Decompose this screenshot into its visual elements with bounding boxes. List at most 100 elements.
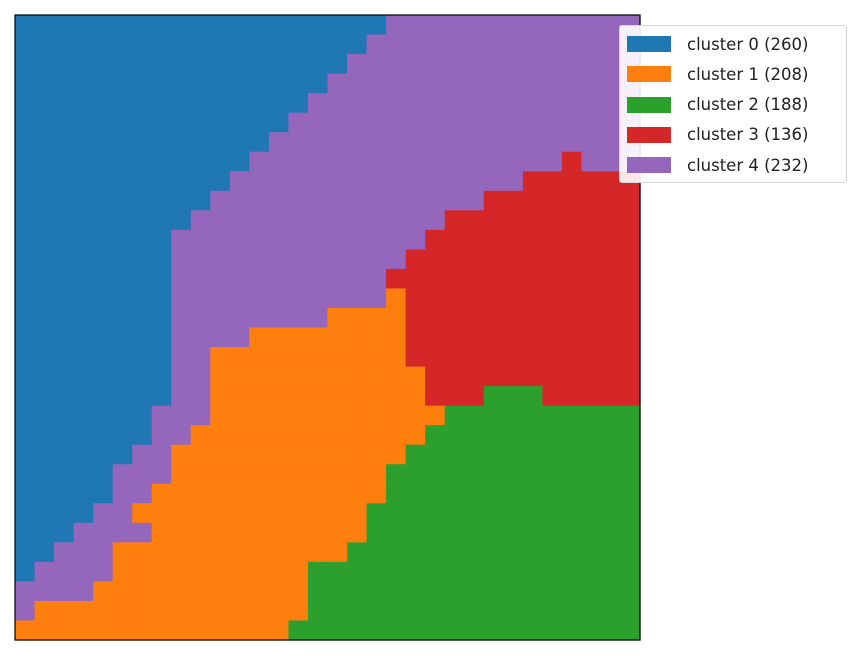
cell-cluster-3 bbox=[444, 210, 465, 231]
cell-cluster-0 bbox=[15, 132, 36, 153]
cell-cluster-3 bbox=[444, 386, 465, 407]
cell-cluster-1 bbox=[386, 366, 407, 387]
cell-cluster-4 bbox=[171, 405, 192, 426]
cell-cluster-4 bbox=[171, 268, 192, 290]
cell-cluster-2 bbox=[464, 620, 485, 641]
cell-cluster-1 bbox=[229, 620, 250, 641]
cell-cluster-0 bbox=[34, 386, 55, 407]
cell-cluster-2 bbox=[503, 444, 524, 465]
cell-cluster-4 bbox=[405, 190, 426, 211]
cell-cluster-0 bbox=[210, 151, 231, 172]
cell-cluster-0 bbox=[15, 503, 36, 524]
cell-cluster-1 bbox=[268, 425, 290, 446]
cell-cluster-3 bbox=[464, 307, 485, 329]
cell-cluster-0 bbox=[73, 229, 94, 250]
cell-cluster-1 bbox=[347, 386, 368, 407]
cell-cluster-1 bbox=[307, 483, 329, 504]
cell-cluster-0 bbox=[15, 268, 36, 290]
cell-cluster-4 bbox=[425, 132, 446, 153]
cell-cluster-4 bbox=[386, 190, 407, 211]
cell-cluster-1 bbox=[210, 483, 231, 504]
cell-cluster-0 bbox=[151, 190, 172, 211]
cell-cluster-0 bbox=[93, 73, 114, 94]
cell-cluster-2 bbox=[542, 600, 563, 622]
cell-cluster-1 bbox=[190, 581, 211, 602]
cell-cluster-4 bbox=[190, 405, 211, 426]
cell-cluster-2 bbox=[581, 503, 602, 524]
cell-cluster-3 bbox=[425, 347, 446, 368]
cell-cluster-1 bbox=[268, 483, 290, 504]
cell-cluster-3 bbox=[464, 366, 485, 387]
cell-cluster-1 bbox=[288, 366, 309, 387]
cell-cluster-2 bbox=[620, 600, 641, 622]
cell-cluster-0 bbox=[171, 34, 192, 55]
cell-cluster-2 bbox=[503, 464, 524, 485]
cell-cluster-4 bbox=[503, 54, 524, 75]
cell-cluster-3 bbox=[600, 366, 622, 387]
cell-cluster-4 bbox=[327, 249, 348, 270]
cell-cluster-0 bbox=[15, 93, 36, 114]
cell-cluster-4 bbox=[327, 229, 348, 250]
cell-cluster-1 bbox=[288, 542, 309, 563]
cell-cluster-3 bbox=[464, 210, 485, 231]
cell-cluster-0 bbox=[132, 366, 153, 387]
cell-cluster-3 bbox=[581, 366, 602, 387]
cell-cluster-0 bbox=[112, 171, 133, 192]
cell-cluster-3 bbox=[542, 171, 563, 192]
cell-cluster-1 bbox=[151, 620, 172, 641]
cell-cluster-1 bbox=[112, 542, 133, 563]
cell-cluster-4 bbox=[464, 151, 485, 172]
cell-cluster-0 bbox=[93, 464, 114, 485]
cell-cluster-4 bbox=[522, 54, 543, 75]
cell-cluster-0 bbox=[151, 73, 172, 94]
cell-cluster-4 bbox=[503, 171, 524, 192]
cell-cluster-4 bbox=[210, 327, 231, 348]
cell-cluster-2 bbox=[561, 600, 583, 622]
cell-cluster-3 bbox=[561, 229, 583, 250]
cell-cluster-1 bbox=[249, 464, 270, 485]
cell-cluster-4 bbox=[210, 229, 231, 250]
cell-cluster-3 bbox=[444, 249, 465, 270]
cell-cluster-2 bbox=[386, 600, 407, 622]
cell-cluster-3 bbox=[542, 229, 563, 250]
cell-cluster-3 bbox=[600, 347, 622, 368]
cell-cluster-1 bbox=[171, 483, 192, 504]
cell-cluster-3 bbox=[561, 190, 583, 211]
cell-cluster-0 bbox=[190, 15, 211, 36]
cell-cluster-4 bbox=[171, 347, 192, 368]
cell-cluster-4 bbox=[522, 34, 543, 55]
cell-cluster-4 bbox=[268, 132, 290, 153]
cell-cluster-1 bbox=[210, 386, 231, 407]
cell-cluster-0 bbox=[229, 73, 250, 94]
cell-cluster-3 bbox=[405, 249, 426, 270]
cell-cluster-4 bbox=[268, 190, 290, 211]
cell-cluster-0 bbox=[15, 249, 36, 270]
cell-cluster-3 bbox=[620, 190, 641, 211]
cell-cluster-4 bbox=[210, 307, 231, 329]
cell-cluster-0 bbox=[151, 210, 172, 231]
cell-cluster-3 bbox=[444, 268, 465, 290]
cell-cluster-3 bbox=[483, 229, 504, 250]
cell-cluster-3 bbox=[425, 366, 446, 387]
cell-cluster-0 bbox=[54, 249, 75, 270]
cell-cluster-3 bbox=[444, 307, 465, 329]
cell-cluster-2 bbox=[620, 464, 641, 485]
cell-cluster-4 bbox=[464, 112, 485, 133]
cell-cluster-3 bbox=[600, 229, 622, 250]
cell-cluster-4 bbox=[483, 54, 504, 75]
cell-cluster-4 bbox=[425, 34, 446, 55]
cell-cluster-3 bbox=[561, 366, 583, 387]
cell-cluster-2 bbox=[464, 464, 485, 485]
cell-cluster-4 bbox=[347, 210, 368, 231]
cell-cluster-4 bbox=[425, 93, 446, 114]
cell-cluster-2 bbox=[522, 620, 543, 641]
cell-cluster-3 bbox=[522, 307, 543, 329]
cell-cluster-4 bbox=[93, 561, 114, 583]
cell-cluster-1 bbox=[34, 620, 55, 641]
cell-cluster-4 bbox=[405, 229, 426, 250]
cell-cluster-0 bbox=[34, 405, 55, 426]
legend-item: cluster 0 (260) bbox=[627, 34, 808, 54]
cell-cluster-3 bbox=[483, 307, 504, 329]
cell-cluster-2 bbox=[522, 600, 543, 622]
legend-swatch bbox=[627, 126, 671, 143]
